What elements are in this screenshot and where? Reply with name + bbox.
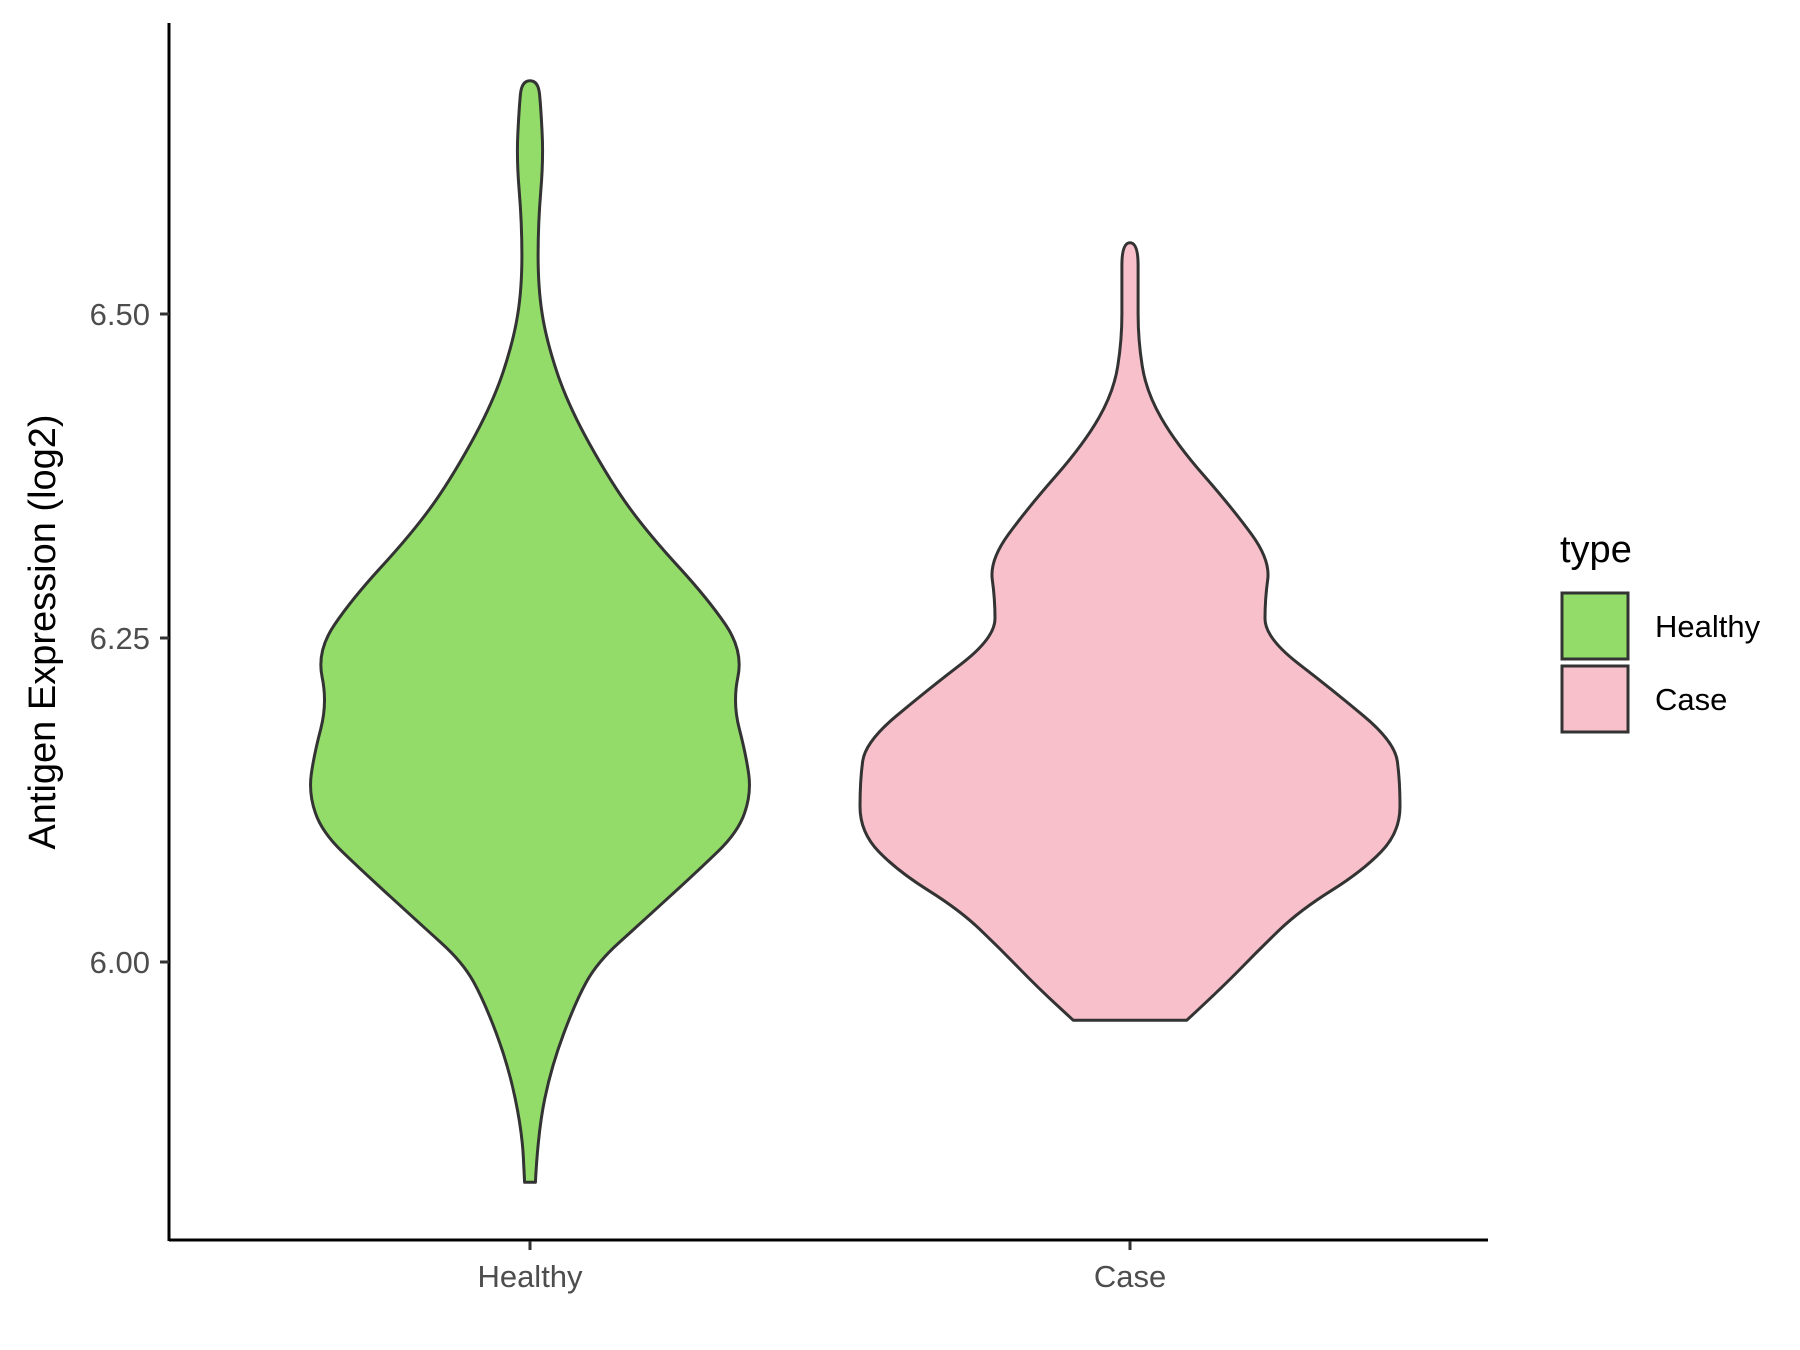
y-tick-label: 6.25 xyxy=(90,621,150,656)
x-tick-label: Case xyxy=(1094,1259,1166,1294)
violin-case xyxy=(858,241,1402,1022)
y-tick-label: 6.50 xyxy=(90,297,150,332)
x-tick-label: Healthy xyxy=(477,1259,583,1294)
violin-healthy xyxy=(309,79,751,1184)
legend-label-case: Case xyxy=(1655,682,1727,717)
legend-swatch-case xyxy=(1560,664,1630,734)
y-axis-title: Antigen Expression (log2) xyxy=(22,414,64,849)
x-axis-ticks: Healthy Case xyxy=(477,1241,1166,1294)
legend-label-healthy: Healthy xyxy=(1655,609,1761,644)
legend-swatch-healthy xyxy=(1560,591,1630,661)
legend-title: type xyxy=(1560,529,1632,571)
legend: type Healthy Case xyxy=(1560,529,1761,734)
violin-layer xyxy=(309,79,1402,1184)
y-axis-ticks: 6.00 6.25 6.50 xyxy=(90,297,169,980)
y-tick-label: 6.00 xyxy=(90,945,150,980)
